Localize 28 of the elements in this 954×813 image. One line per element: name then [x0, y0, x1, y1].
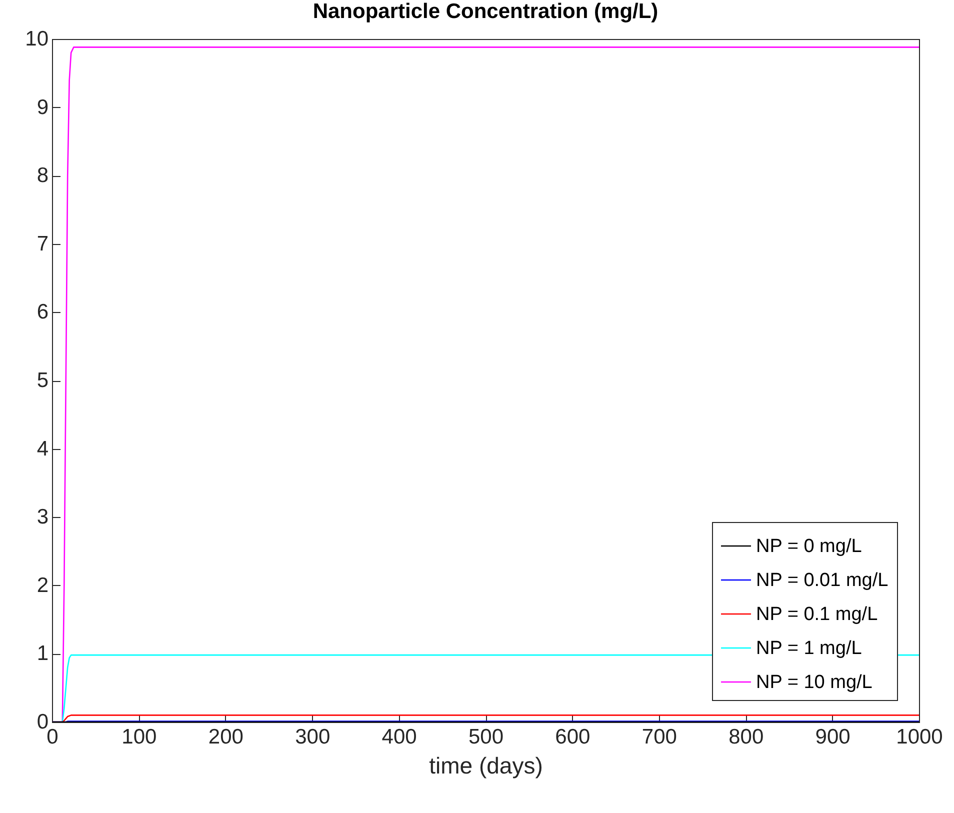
legend-label: NP = 1 mg/L [756, 638, 862, 659]
chart-title: Nanoparticle Concentration (mg/L) [312, 0, 658, 23]
y-tick-label: 2 [36, 574, 48, 597]
x-tick-label: 200 [208, 726, 244, 748]
y-tick-label: 7 [36, 232, 48, 256]
y-tick-label: 8 [36, 164, 48, 188]
legend-label: NP = 10 mg/L [756, 672, 872, 693]
y-tick-label: 5 [36, 369, 48, 392]
x-tick-label: 400 [382, 726, 417, 748]
x-axis-title: time (days) [429, 752, 543, 778]
y-tick-label: 6 [36, 300, 48, 324]
y-tick-label: 0 [36, 710, 48, 734]
y-tick-label: 3 [36, 506, 48, 529]
y-tick-label: 10 [25, 28, 48, 50]
x-tick-label: 500 [468, 726, 504, 748]
y-tick-label: 4 [36, 437, 49, 460]
legend-label: NP = 0.1 mg/L [756, 604, 878, 625]
legend-label: NP = 0.01 mg/L [756, 570, 888, 591]
x-tick-label: 600 [555, 726, 590, 748]
y-tick-label: 1 [36, 642, 48, 666]
x-tick-label: 900 [815, 726, 850, 748]
legend-label: NP = 0 mg/L [756, 536, 862, 557]
x-tick-label: 100 [122, 726, 157, 748]
x-tick-label: 700 [642, 726, 677, 748]
y-tick-label: 9 [36, 96, 48, 119]
x-tick-label: 800 [728, 726, 764, 748]
x-tick-label: 300 [295, 726, 330, 748]
x-tick-label: 1000 [896, 726, 943, 748]
